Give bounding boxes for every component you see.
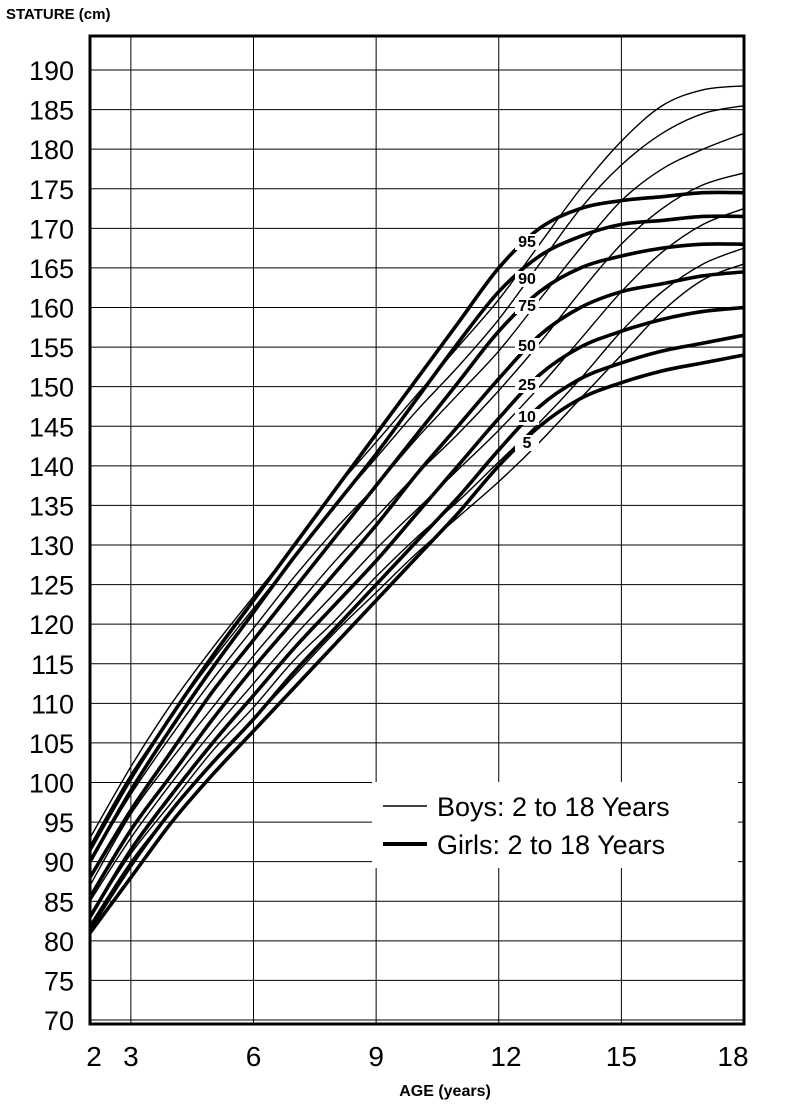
legend: Boys: 2 to 18 Years Girls: 2 to 18 Years — [372, 782, 738, 868]
percentile-label-50: 50 — [518, 338, 536, 355]
y-tick-label: 140 — [29, 452, 74, 482]
legend-label: Boys: 2 to 18 Years — [437, 792, 670, 822]
y-tick-label: 75 — [44, 966, 74, 996]
percentile-label-bg — [515, 271, 539, 287]
y-tick-label: 80 — [44, 927, 74, 957]
percentile-label-10: 10 — [518, 409, 536, 426]
x-axis-title: AGE (years) — [399, 1083, 491, 1100]
y-tick-label: 180 — [29, 135, 74, 165]
y-tick-label: 175 — [29, 175, 74, 205]
percentile-label-bg — [515, 338, 539, 354]
y-tick-label: 110 — [31, 689, 74, 719]
y-tick-label: 130 — [29, 531, 74, 561]
y-tick-label: 90 — [44, 848, 74, 878]
boys-p75-curve — [89, 132, 745, 863]
y-tick-label: 190 — [29, 56, 74, 86]
plot-frame — [88, 34, 746, 1026]
y-tick-label: 120 — [29, 610, 74, 640]
girls-p25-curve — [88, 305, 745, 919]
x-tick-label: 6 — [246, 1041, 262, 1072]
y-tick-label: 125 — [29, 571, 74, 601]
boys-p25-curve — [89, 207, 745, 902]
y-tick-label: 70 — [44, 1006, 74, 1036]
y-tick-label: 100 — [29, 769, 74, 799]
percentile-label-5: 5 — [523, 435, 532, 452]
y-tick-label: 115 — [31, 650, 74, 680]
x-tick-label: 15 — [606, 1041, 637, 1072]
x-tick-label: 2 — [86, 1041, 102, 1072]
percentile-curves — [88, 85, 745, 934]
x-tick-label: 3 — [123, 1041, 139, 1072]
y-tick-label: 135 — [29, 491, 74, 521]
y-axis-title: STATURE (cm) — [6, 6, 111, 23]
percentile-label-bg — [515, 435, 539, 451]
y-tick-label: 170 — [29, 214, 74, 244]
girls-p90-curve — [88, 214, 745, 863]
legend-box — [372, 782, 738, 868]
y-tick-labels: 70 75 80 85 90 95 100 105 110 115 120 125 130 135 140 1… — [29, 56, 74, 1036]
girls-p5-curve — [88, 353, 745, 934]
percentile-label-90: 90 — [518, 271, 536, 288]
boys-p95-curve — [89, 85, 745, 839]
girls-p10-curve — [88, 333, 745, 930]
y-tick-label: 145 — [29, 412, 74, 442]
y-tick-label: 155 — [29, 333, 74, 363]
boys-p10-curve — [89, 247, 745, 918]
legend-label: Girls: 2 to 18 Years — [437, 830, 665, 860]
girls-p75-curve — [88, 242, 745, 879]
y-tick-label: 165 — [29, 254, 74, 284]
girls-p50-curve — [88, 270, 745, 899]
x-tick-label: 12 — [490, 1041, 521, 1072]
percentile-label-25: 25 — [518, 377, 536, 394]
percentile-label-75: 75 — [518, 298, 536, 315]
percentile-label-bg — [515, 298, 539, 314]
percentile-label-bg — [515, 409, 539, 425]
percentile-label-95: 95 — [518, 234, 536, 251]
y-tick-label: 150 — [29, 373, 74, 403]
grid — [90, 36, 745, 1024]
girls-p95-curve — [88, 190, 745, 851]
percentile-labels: 95 90 75 50 25 10 5 — [515, 234, 539, 452]
y-tick-label: 160 — [29, 294, 74, 324]
percentile-label-bg — [515, 234, 539, 250]
x-tick-labels: 2 3 6 9 12 15 18 — [86, 1041, 748, 1072]
x-tick-label: 18 — [717, 1041, 748, 1072]
y-tick-label: 85 — [44, 887, 74, 917]
boys-p50-curve — [89, 172, 745, 886]
x-tick-label: 9 — [368, 1041, 384, 1072]
y-tick-label: 185 — [29, 96, 74, 126]
percentile-label-bg — [515, 377, 539, 393]
y-tick-label: 105 — [29, 729, 74, 759]
y-tick-label: 95 — [44, 808, 74, 838]
